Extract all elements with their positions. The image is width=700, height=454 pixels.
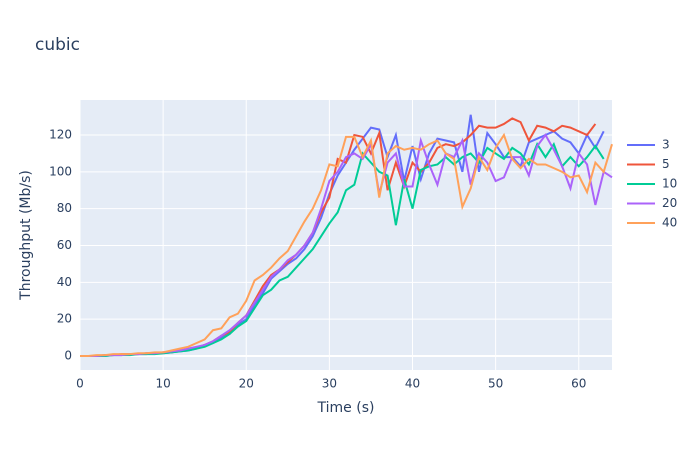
legend-label: 40 [662,216,677,230]
chart-title: cubic [35,35,80,55]
x-tick-label: 50 [488,377,503,391]
y-tick-label: 0 [64,349,72,363]
series-line [80,132,613,358]
legend-label: 20 [662,196,677,210]
y-tick-label: 20 [57,312,72,326]
legend-label: 10 [662,177,677,191]
y-tick-label: 80 [57,201,72,215]
legend-label: 3 [662,138,670,152]
x-tick-label: 40 [405,377,420,391]
x-tick-label: 20 [239,377,254,391]
y-tick-label: 60 [57,238,72,252]
legend-label: 5 [662,157,670,171]
y-tick-label: 40 [57,275,72,289]
x-tick-label: 60 [571,377,586,391]
plot-background [80,100,612,370]
y-tick-label: 120 [49,127,72,141]
y-tick-label: 100 [49,164,72,178]
x-tick-label: 0 [76,377,84,391]
x-tick-label: 30 [322,377,337,391]
y-axis-title: Throughput (Mb/s) [18,170,34,301]
x-axis-title: Time (s) [317,400,375,416]
x-tick-label: 10 [155,377,170,391]
